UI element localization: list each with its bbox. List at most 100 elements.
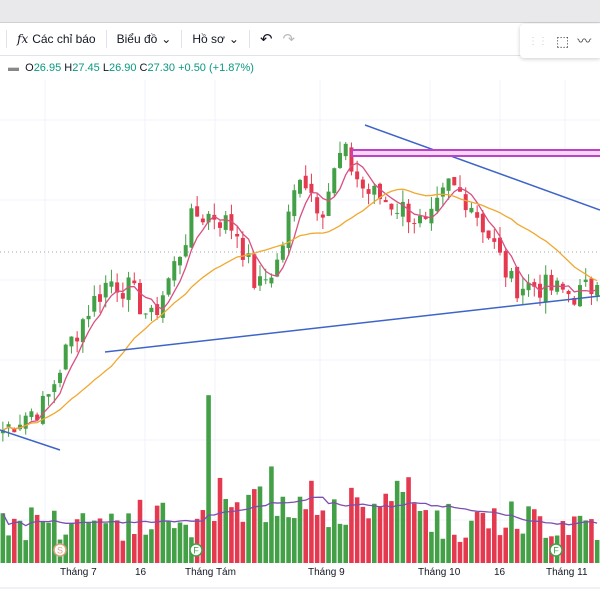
chart-type-label: Biểu đồ [116, 32, 158, 46]
volume-bar [406, 477, 411, 563]
collapse-icon[interactable]: ▬ [8, 62, 19, 74]
candle-body [452, 177, 457, 186]
volume-bar [497, 535, 503, 563]
redo-button[interactable]: ↷ [282, 31, 296, 48]
candle-body [309, 183, 314, 193]
resistance-zone [351, 149, 600, 157]
volume-bar [200, 510, 206, 563]
volume-bar [583, 520, 588, 563]
close-value: 27.30 [147, 62, 176, 74]
profile-button[interactable]: Hồ sơ ⌄ [182, 23, 249, 55]
volume-bar [103, 523, 108, 563]
candle-body [52, 384, 57, 392]
path-tool-icon[interactable]: 〰 [577, 33, 592, 49]
x-tick: 16 [135, 567, 147, 578]
trendline-resistance [364, 124, 600, 211]
volume-bar [29, 507, 34, 563]
volume-bar [12, 518, 17, 563]
volume-bar [343, 524, 348, 563]
volume-bar [383, 493, 388, 563]
volume-bar [486, 528, 491, 563]
candle-body [555, 280, 560, 292]
candle-body [223, 215, 228, 230]
volume-bar [126, 513, 131, 563]
volume-bar [223, 499, 228, 563]
volume-bar [246, 494, 251, 563]
candle-body [480, 213, 485, 233]
candle-body [303, 175, 308, 189]
volume-bar [469, 520, 474, 563]
volume-bar [257, 486, 263, 563]
candle-body [132, 280, 137, 284]
candle-body [355, 171, 360, 180]
candle-body [566, 291, 571, 295]
candle-body [343, 143, 348, 157]
candle-body [572, 297, 577, 305]
volume-bar [589, 519, 594, 563]
indicators-label: Các chỉ báo [32, 32, 96, 46]
volume-bar [80, 513, 86, 563]
candle-body [435, 197, 440, 212]
candle-body [383, 199, 388, 203]
candle-body [0, 430, 5, 434]
candle-body [40, 395, 45, 424]
candle-body [332, 168, 337, 194]
volume-bar [114, 520, 120, 563]
candle-body [115, 282, 120, 293]
volume-bar [377, 506, 383, 563]
volume-bar [183, 524, 188, 563]
candle-body [86, 315, 91, 320]
volume-bar [543, 537, 548, 563]
candle-body [258, 276, 262, 286]
candle-body [98, 294, 102, 302]
candle-body [6, 424, 11, 427]
rectangle-tool-icon[interactable]: ⬚ [556, 32, 570, 49]
volume-bar [492, 508, 497, 563]
volume-bar [263, 522, 268, 563]
volume-bar [132, 533, 137, 563]
volume-bar [292, 518, 297, 563]
candle-body [366, 189, 371, 194]
volume-bar [0, 513, 6, 563]
volume-bar [177, 522, 183, 563]
candle-body [69, 336, 74, 347]
undo-button[interactable]: ↶ [259, 31, 273, 48]
volume-bar [280, 496, 286, 563]
volume-bar [23, 540, 28, 563]
candle-body [429, 208, 434, 224]
volume-bar [509, 501, 514, 563]
chart-toolbar: fx Các chỉ báo Biểu đồ ⌄ Hồ sơ ⌄ ↶ ↷ [0, 23, 600, 56]
volume-bar [286, 517, 291, 563]
chart-type-button[interactable]: Biểu đồ ⌄ [107, 23, 182, 55]
candle-body [12, 428, 17, 433]
candle-body [172, 261, 177, 281]
volume-bar [326, 527, 331, 563]
candle-body [252, 254, 257, 288]
indicators-button[interactable]: fx Các chỉ báo [7, 23, 106, 55]
l-label: L [102, 62, 109, 74]
candle-body [378, 183, 382, 200]
event-marker [549, 543, 563, 557]
volume-bar [217, 477, 223, 563]
candle-body [280, 245, 285, 260]
volume-bar [457, 541, 463, 563]
volume-bar [297, 496, 303, 563]
volume-bar [314, 514, 320, 563]
volume-bar [149, 529, 154, 563]
candle-body [509, 270, 514, 279]
candle-body [103, 282, 108, 298]
event-marker [53, 543, 67, 557]
volume-bar [320, 510, 326, 563]
volume-bar [429, 531, 434, 563]
candle-body [549, 274, 554, 291]
candle-body [486, 230, 491, 239]
volume-bar [137, 499, 143, 563]
drag-handle-icon[interactable]: ⋮⋮ [528, 35, 548, 47]
event-label: F [193, 546, 199, 556]
volume-bar [309, 480, 314, 563]
candle-body [298, 179, 302, 194]
volume-bar [229, 507, 234, 563]
volume-bar [252, 489, 257, 563]
open-value: 26.95 [33, 62, 62, 74]
